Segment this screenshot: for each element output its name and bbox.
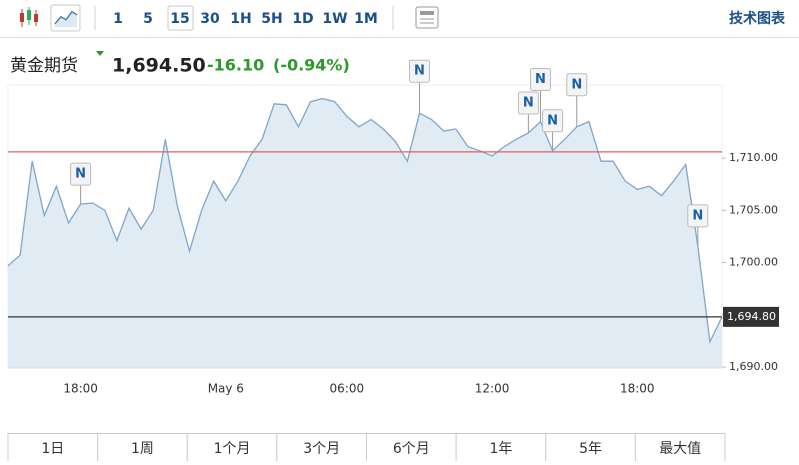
active-timeframe-box bbox=[167, 5, 194, 31]
plot: 1,690.001,695.001,700.001,705.001,710.00… bbox=[7, 59, 779, 396]
y-tick-label: 1,705.00 bbox=[729, 203, 778, 216]
range-tab-label[interactable]: 6个月 bbox=[393, 441, 430, 457]
timeframe-button[interactable]: 1M bbox=[354, 11, 378, 27]
timeframe-button[interactable]: 15 bbox=[170, 11, 189, 27]
timeframe-button[interactable]: 30 bbox=[200, 11, 220, 27]
news-marker-label[interactable]: N bbox=[523, 96, 534, 111]
news-marker-label[interactable]: N bbox=[571, 77, 582, 92]
last-price-label: 1,694.80 bbox=[727, 310, 776, 323]
news-marker-flag[interactable] bbox=[687, 204, 709, 228]
timeframe-button[interactable]: 1 bbox=[113, 11, 123, 27]
timeframe-group: 1 5 15 30 1H 5H 1D 1W 1M bbox=[113, 11, 378, 27]
price-change-percent: (-0.94%) bbox=[273, 56, 350, 75]
timeframe-button[interactable]: 5H bbox=[261, 11, 282, 27]
range-tabs: 1日 1周 1个月 3个月 6个月 1年 5年 最大值 bbox=[7, 433, 726, 464]
y-tick-label: 1,690.00 bbox=[729, 360, 778, 373]
instrument-name: 黄金期货 bbox=[10, 56, 78, 76]
range-tab-label[interactable]: 1周 bbox=[131, 441, 154, 457]
candlestick-icon[interactable] bbox=[20, 7, 38, 27]
technical-chart-link[interactable]: 技术图表 bbox=[729, 10, 786, 27]
news-marker-flag[interactable] bbox=[542, 109, 564, 133]
timeframe-button[interactable]: 1D bbox=[292, 11, 313, 27]
news-marker-label[interactable]: N bbox=[414, 64, 425, 79]
range-tab-label[interactable]: 1年 bbox=[489, 441, 512, 457]
price-area bbox=[8, 98, 722, 368]
news-marker-flag[interactable] bbox=[517, 91, 539, 115]
news-marker-label[interactable]: N bbox=[75, 167, 86, 182]
news-marker-label[interactable]: N bbox=[692, 208, 703, 223]
news-marker-label[interactable]: N bbox=[547, 113, 558, 128]
range-tab[interactable] bbox=[455, 433, 547, 464]
price-line bbox=[7, 97, 723, 345]
range-tab[interactable] bbox=[634, 433, 726, 464]
range-tab[interactable] bbox=[366, 433, 457, 464]
last-price: 1,694.50 bbox=[112, 55, 206, 77]
news-marker-flag[interactable] bbox=[70, 162, 92, 186]
news-marker-label[interactable]: N bbox=[535, 72, 546, 87]
down-indicator bbox=[96, 51, 104, 56]
y-tick-label: 1,700.00 bbox=[729, 256, 778, 269]
y-tick-label: 1,710.00 bbox=[729, 151, 778, 164]
range-tab-label[interactable]: 最大值 bbox=[659, 441, 701, 457]
range-tab[interactable] bbox=[186, 433, 278, 464]
last-price-tag bbox=[723, 306, 779, 327]
x-tick-label: 18:00 bbox=[63, 382, 98, 396]
timeframe-button[interactable]: 5 bbox=[143, 11, 153, 27]
x-tick-label: 12:00 bbox=[475, 382, 510, 396]
range-tab[interactable] bbox=[97, 433, 188, 464]
range-tab-label[interactable]: 1个月 bbox=[214, 441, 251, 457]
line-chart-icon[interactable] bbox=[50, 4, 81, 32]
range-tab-label[interactable]: 5年 bbox=[579, 441, 602, 457]
news-marker-flag[interactable] bbox=[566, 73, 588, 97]
timeframe-button[interactable]: 1H bbox=[230, 11, 251, 27]
range-tab[interactable] bbox=[276, 433, 367, 464]
range-tab-label[interactable]: 1日 bbox=[41, 441, 64, 457]
timeframe-button[interactable]: 1W bbox=[322, 11, 347, 27]
range-tab-label[interactable]: 3个月 bbox=[303, 441, 340, 457]
x-tick-label: 06:00 bbox=[330, 382, 365, 396]
news-marker-flag[interactable] bbox=[408, 59, 430, 83]
x-tick-label: May 6 bbox=[208, 382, 244, 396]
news-marker-flag[interactable] bbox=[529, 68, 551, 92]
news-icon[interactable] bbox=[415, 6, 439, 29]
price-change: -16.10 bbox=[207, 56, 264, 75]
x-tick-label: 18:00 bbox=[620, 382, 655, 396]
